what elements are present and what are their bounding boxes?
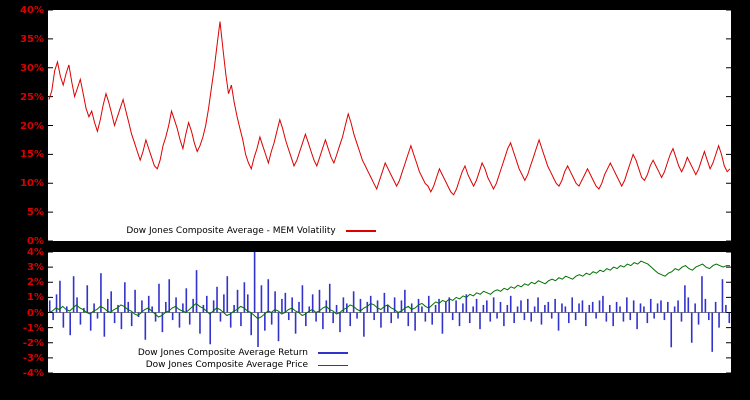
return-price-legend: Dow Jones Composite Average Return Dow J… (54, 347, 354, 371)
volatility-legend-label: Dow Jones Composite Average - MEM Volati… (126, 226, 336, 236)
volatility-legend: Dow Jones Composite Average - MEM Volati… (54, 225, 454, 237)
y-tick-label: 2% (27, 277, 44, 289)
red-line-sample-icon (345, 230, 376, 232)
y-tick-label: 5% (27, 207, 44, 219)
y-tick-label: -2% (22, 337, 44, 349)
volatility-plot-area: Dow Jones Composite Average - MEM Volati… (48, 10, 731, 241)
y-tick-label: 15% (20, 149, 44, 161)
y-tick-label: 30% (20, 62, 44, 74)
y-tick-label: 10% (20, 178, 44, 190)
y-tick-label: -3% (22, 352, 44, 364)
y-tick-label: 20% (20, 120, 44, 132)
y-tick-label: 40% (20, 5, 44, 16)
y-tick-label: -1% (22, 322, 44, 334)
legend-row: Dow Jones Composite Average Price (54, 359, 354, 371)
blue-line-sample-icon (318, 352, 348, 354)
return-legend-label: Dow Jones Composite Average Return (137, 348, 308, 358)
y-tick-label: 25% (20, 91, 44, 103)
legend-row: Dow Jones Composite Average Return (54, 347, 354, 359)
y-tick-label: 4% (27, 247, 44, 258)
green-line-sample-icon (318, 364, 348, 366)
y-tick-label: 3% (27, 262, 44, 274)
return-price-chart-canvas (48, 252, 731, 373)
y-tick-label: 1% (27, 292, 44, 304)
return-price-plot-area: Dow Jones Composite Average Return Dow J… (48, 252, 731, 373)
y-tick-label: -4% (22, 368, 44, 379)
volatility-chart-canvas (48, 10, 731, 241)
legend-row: Dow Jones Composite Average - MEM Volati… (54, 225, 454, 237)
price-legend-label: Dow Jones Composite Average Price (145, 360, 308, 370)
y-tick-label: 0% (27, 236, 44, 247)
y-tick-label: 35% (20, 33, 44, 45)
y-tick-label: 0% (27, 307, 44, 319)
